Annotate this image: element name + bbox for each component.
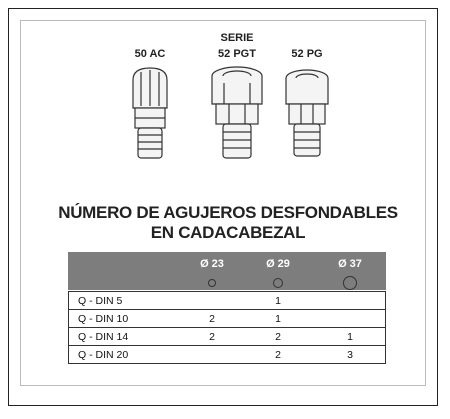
product-label: 50 AC bbox=[135, 48, 166, 60]
heading-line2: EN CADACABEZAL bbox=[151, 223, 305, 242]
cell-value: 1 bbox=[275, 295, 281, 307]
row-label: Q - DIN 5 bbox=[78, 295, 122, 307]
table-row bbox=[68, 345, 386, 364]
cell-value: 1 bbox=[275, 313, 281, 325]
table: Ø 23 Ø 29 Ø 37 Q - DIN 5 1 Q - DIN 10 2 1 Q - DI… bbox=[68, 258, 386, 364]
cell-value: 2 bbox=[275, 349, 281, 361]
cell-value: 2 bbox=[275, 331, 281, 343]
cell-value: 2 bbox=[209, 331, 215, 343]
row-label: Q - DIN 14 bbox=[78, 331, 128, 343]
row-label: Q - DIN 10 bbox=[78, 313, 128, 325]
column-header: Ø 23 bbox=[200, 258, 224, 270]
hole-icon bbox=[343, 276, 357, 290]
row-label: Q - DIN 20 bbox=[78, 349, 128, 361]
fitting-50ac bbox=[132, 67, 168, 159]
hole-icon bbox=[273, 278, 283, 288]
product-label: 52 PGT bbox=[218, 48, 256, 60]
inner-frame bbox=[20, 20, 426, 386]
heading-line1: NÚMERO DE AGUJEROS DESFONDABLES bbox=[58, 203, 398, 222]
column-header: Ø 29 bbox=[266, 258, 290, 270]
hole-icon bbox=[208, 279, 216, 287]
cell-value: 1 bbox=[347, 331, 353, 343]
column-header: Ø 37 bbox=[338, 258, 362, 270]
cell-value: 2 bbox=[209, 313, 215, 325]
table-header bbox=[68, 252, 386, 290]
fitting-52pg bbox=[285, 69, 329, 157]
product-label: 52 PG bbox=[291, 48, 322, 60]
cell-value: 3 bbox=[347, 349, 353, 361]
series-label: SERIE bbox=[220, 32, 253, 44]
fitting-52pgt bbox=[211, 66, 263, 159]
